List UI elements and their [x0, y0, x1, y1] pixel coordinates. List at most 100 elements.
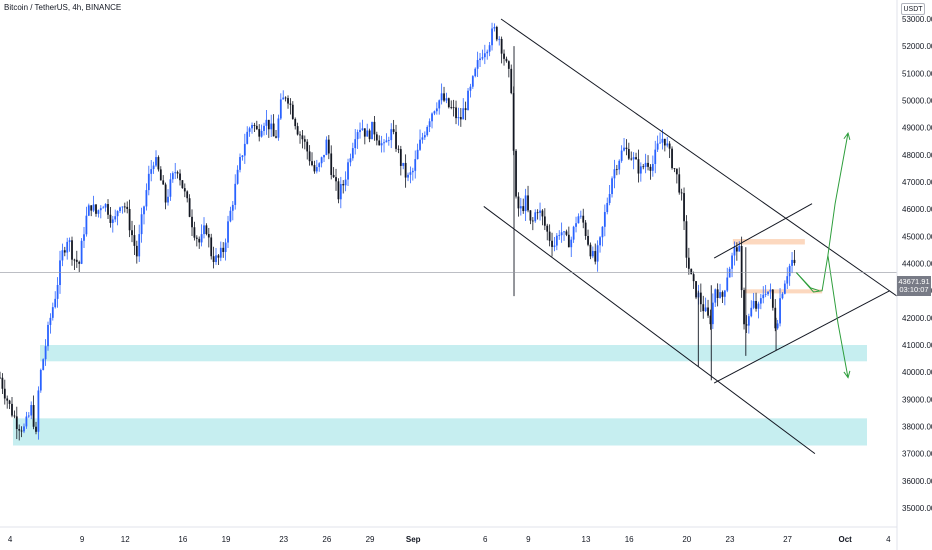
candle-5	[11, 396, 13, 418]
trendline-3[interactable]	[713, 203, 813, 259]
candle-224	[536, 209, 539, 220]
candle-292	[699, 283, 702, 312]
resistance-boxes	[732, 239, 823, 294]
candle-85	[203, 217, 205, 239]
candle-162	[387, 136, 390, 146]
candle-256	[613, 159, 616, 189]
candle-177	[423, 131, 426, 140]
trendline-1[interactable]	[500, 18, 898, 297]
candle-123	[294, 117, 297, 130]
x-tick-label-1: 9	[80, 535, 85, 544]
projection-2[interactable]	[827, 131, 851, 256]
candle-149	[356, 129, 359, 149]
candle-158	[378, 135, 381, 146]
candle-97	[231, 201, 234, 221]
candle-111	[265, 109, 268, 135]
candle-296	[709, 309, 712, 330]
candle-196	[469, 83, 472, 98]
candle-90	[215, 248, 217, 265]
candle-98	[234, 174, 237, 210]
candle-72	[171, 171, 174, 183]
candle-204	[488, 42, 491, 57]
bar-countdown: 03:10:07	[899, 285, 929, 294]
candle-35	[83, 227, 85, 249]
candle-64	[152, 161, 155, 174]
trendline-4[interactable]	[713, 290, 891, 384]
candle-89	[212, 246, 215, 269]
candle-69	[164, 182, 167, 210]
candle-116	[277, 114, 280, 141]
candle-309	[740, 236, 743, 298]
time-axis[interactable]: 4 9 12 16 19 23 26 29 Sep 6 9 13 16 20 23 27 Oct 4	[8, 535, 891, 544]
candle-10	[23, 423, 25, 434]
candle-310	[743, 287, 745, 330]
candle-253	[606, 197, 609, 215]
price-axis[interactable]: 35000.00 36000.00 37000.00 38000.00 39000.00…	[902, 15, 932, 513]
candle-135	[323, 154, 325, 162]
candle-308	[738, 241, 741, 252]
y-tick-label-5: 40000.00	[902, 368, 932, 377]
last-price-badge: 43671.91 03:10:07	[897, 276, 931, 296]
projection-1[interactable]	[795, 255, 829, 293]
projection-3[interactable]	[827, 255, 851, 379]
x-tick-label-14: 23	[726, 535, 735, 544]
candle-266	[637, 149, 640, 183]
y-tick-label-7: 42000.00	[902, 314, 932, 323]
candle-298	[714, 288, 717, 307]
candle-305	[731, 252, 733, 278]
trendline-2[interactable]	[483, 206, 816, 455]
candle-268	[642, 163, 645, 170]
candle-134	[320, 156, 323, 168]
candle-280	[671, 146, 673, 170]
candle-171	[409, 166, 412, 184]
candle-145	[347, 158, 349, 187]
candle-267	[639, 162, 642, 182]
candle-167	[399, 145, 402, 176]
candle-80	[191, 209, 193, 237]
candle-205	[491, 22, 493, 51]
candle-138	[330, 145, 333, 180]
candle-265	[635, 152, 637, 160]
candle-287	[687, 247, 690, 275]
candle-139	[332, 167, 335, 178]
y-tick-label-15: 50000.00	[902, 97, 932, 106]
candle-187	[447, 97, 450, 109]
candle-182	[435, 102, 438, 115]
candle-95	[227, 215, 229, 248]
candle-211	[505, 56, 508, 63]
x-tick-label-11: 13	[582, 535, 591, 544]
candle-232	[555, 233, 558, 251]
support-zones	[13, 344, 867, 446]
candle-109	[260, 124, 263, 138]
candle-294	[704, 297, 707, 313]
candle-225	[539, 202, 541, 221]
candle-283	[678, 167, 681, 195]
candle-31	[73, 258, 76, 271]
candle-195	[467, 87, 469, 111]
candle-239	[572, 225, 575, 243]
candle-317	[759, 293, 762, 310]
candle-320	[767, 291, 769, 296]
candle-42	[99, 205, 102, 219]
candle-279	[668, 141, 671, 159]
candle-181	[433, 110, 436, 116]
y-tick-label-6: 41000.00	[902, 341, 932, 350]
candle-136	[325, 136, 328, 156]
candle-122	[291, 101, 294, 120]
candle-303	[726, 267, 729, 293]
currency-unit-button[interactable]: USDT	[901, 3, 925, 15]
candle-191	[457, 107, 460, 126]
x-tick-label-0: 4	[8, 535, 13, 544]
candle-331	[793, 249, 796, 266]
candle-34	[80, 238, 83, 265]
candle-63	[150, 159, 153, 182]
candle-115	[275, 129, 277, 139]
candle-190	[455, 100, 457, 125]
candle-194	[464, 101, 467, 121]
candle-274	[656, 135, 659, 153]
candle-16	[37, 386, 40, 440]
projection-4[interactable]	[795, 272, 820, 292]
candle-76	[181, 179, 184, 189]
y-tick-label-2: 37000.00	[902, 450, 932, 459]
